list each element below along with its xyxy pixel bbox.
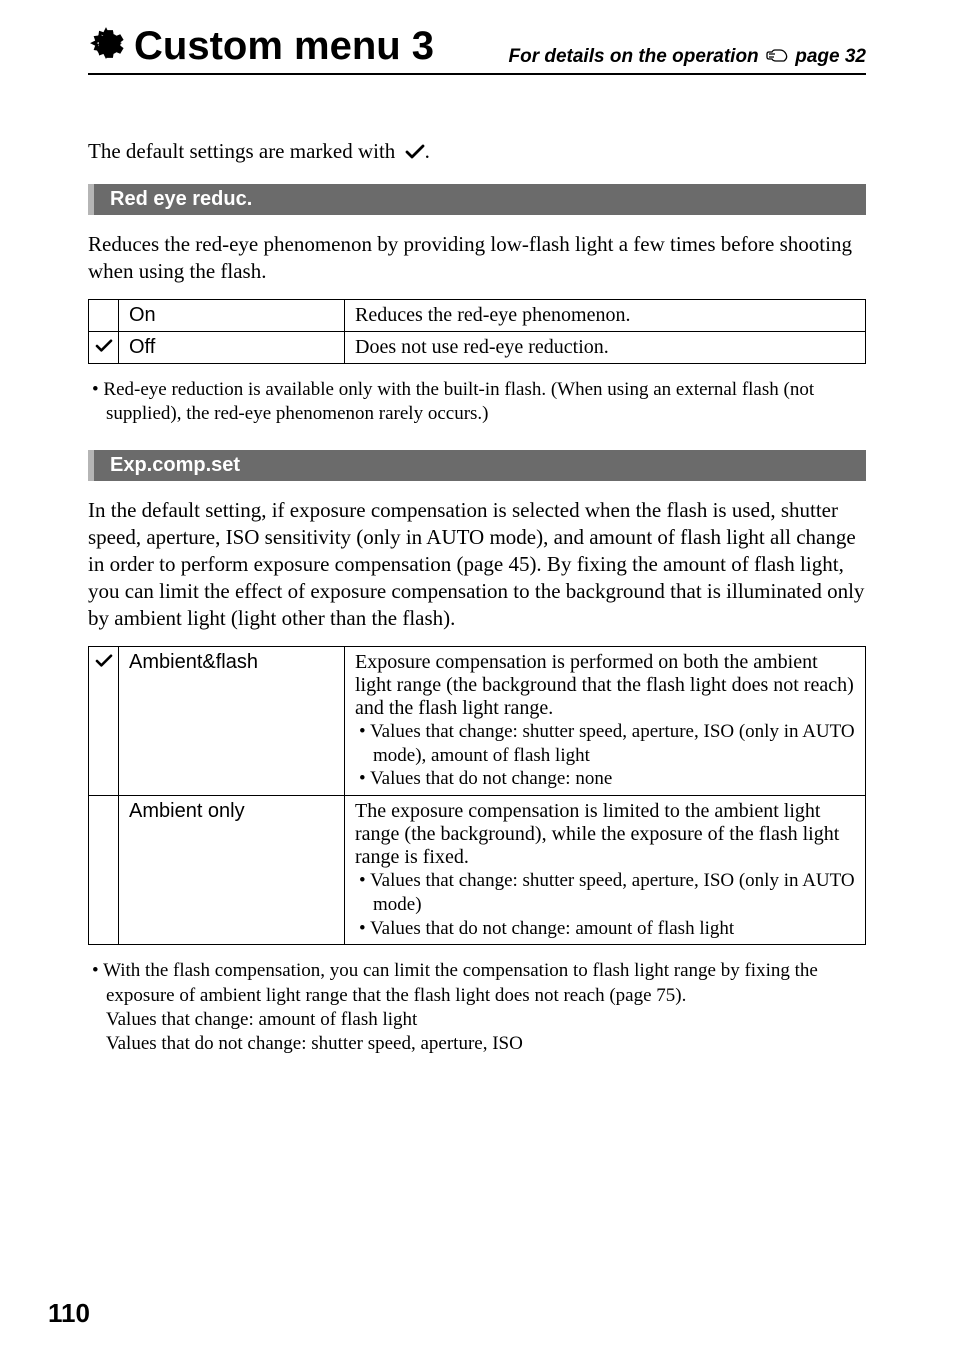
default-marker-cell xyxy=(89,796,119,945)
section1-desc: Reduces the red-eye phenomenon by provid… xyxy=(88,231,866,285)
table-red-eye: On Reduces the red-eye phenomenon. Off D… xyxy=(88,299,866,364)
option-desc: The exposure compensation is limited to … xyxy=(345,796,866,945)
note-text: Red-eye reduction is available only with… xyxy=(103,379,814,424)
gear-icon xyxy=(88,26,124,67)
bullet-item: Values that change: shutter speed, apert… xyxy=(355,869,855,917)
note-text: With the flash compensation, you can lim… xyxy=(103,960,818,1005)
option-label: On xyxy=(119,299,345,331)
section2-note-line1: Values that change: amount of flash ligh… xyxy=(88,1008,866,1032)
table-row: Off Does not use red-eye reduction. xyxy=(89,331,866,363)
option-desc-text: Exposure compensation is performed on bo… xyxy=(355,651,855,720)
page-subtitle: For details on the operation page 32 xyxy=(508,46,866,69)
title-wrap: Custom menu 3 xyxy=(88,24,434,69)
option-label: Off xyxy=(119,331,345,363)
hand-pointer-icon xyxy=(766,47,788,69)
table-row: Ambient&flash Exposure compensation is p… xyxy=(89,646,866,795)
section2-note: • With the flash compensation, you can l… xyxy=(88,959,866,1008)
check-icon xyxy=(95,654,113,668)
section1-note: • Red-eye reduction is available only wi… xyxy=(88,378,866,427)
section-heading-red-eye: Red eye reduc. xyxy=(88,184,866,215)
option-label: Ambient only xyxy=(119,796,345,945)
default-marker-cell xyxy=(89,331,119,363)
default-marker-cell xyxy=(89,646,119,795)
bullet-item: Values that change: shutter speed, apert… xyxy=(355,720,855,768)
intro-label: The default settings are marked with xyxy=(88,139,401,163)
default-marker-cell xyxy=(89,299,119,331)
bullet-item: Values that do not change: none xyxy=(355,767,855,791)
page-number: 110 xyxy=(48,1298,90,1329)
bullet-item: Values that do not change: amount of fla… xyxy=(355,917,855,941)
check-icon xyxy=(405,141,425,166)
option-label: Ambient&flash xyxy=(119,646,345,795)
table-exp-comp: Ambient&flash Exposure compensation is p… xyxy=(88,646,866,946)
section-heading-exp-comp: Exp.comp.set xyxy=(88,450,866,481)
option-desc-text: The exposure compensation is limited to … xyxy=(355,800,855,869)
option-desc: Reduces the red-eye phenomenon. xyxy=(345,299,866,331)
intro-text: The default settings are marked with . xyxy=(88,139,866,166)
section2-desc: In the default setting, if exposure comp… xyxy=(88,497,866,631)
page-header: Custom menu 3 For details on the operati… xyxy=(88,24,866,75)
page-title: Custom menu 3 xyxy=(134,24,434,69)
section2-note-line2: Values that do not change: shutter speed… xyxy=(88,1032,866,1056)
table-row: Ambient only The exposure compensation i… xyxy=(89,796,866,945)
table-row: On Reduces the red-eye phenomenon. xyxy=(89,299,866,331)
option-bullets: Values that change: shutter speed, apert… xyxy=(355,720,855,791)
check-icon xyxy=(95,339,113,353)
subtitle-prefix: For details on the operation xyxy=(508,46,763,67)
option-desc: Exposure compensation is performed on bo… xyxy=(345,646,866,795)
option-bullets: Values that change: shutter speed, apert… xyxy=(355,869,855,940)
option-desc: Does not use red-eye reduction. xyxy=(345,331,866,363)
subtitle-suffix: page 32 xyxy=(790,46,866,67)
